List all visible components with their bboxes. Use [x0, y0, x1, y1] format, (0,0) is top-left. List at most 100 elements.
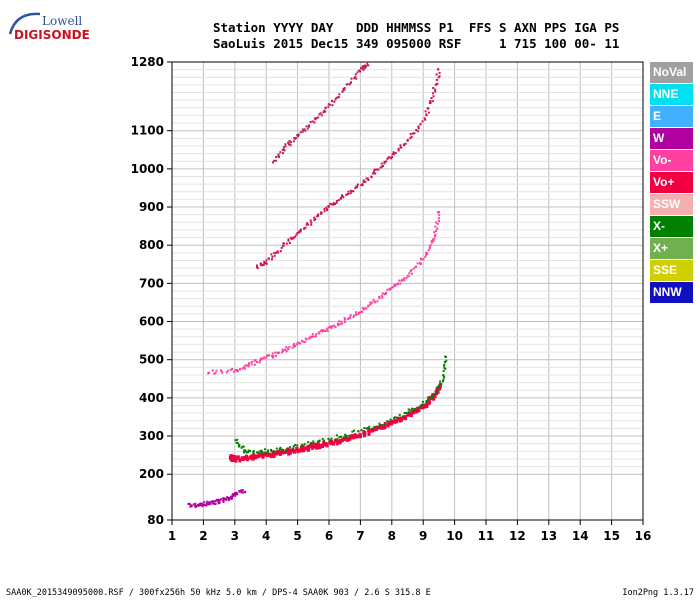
- trace-point: [425, 251, 428, 254]
- trace-point: [388, 287, 391, 290]
- trace-point: [242, 491, 245, 494]
- trace-point: [407, 408, 410, 411]
- trace-point: [394, 151, 397, 154]
- header-line-1: Station YYYY DAY DDD HHMMSS P1 FFS S AXN…: [213, 20, 620, 35]
- trace-point: [350, 77, 353, 80]
- trace-point: [316, 215, 319, 218]
- trace-point: [330, 203, 333, 206]
- trace-point: [426, 252, 429, 255]
- trace-point: [288, 345, 291, 348]
- trace-point: [381, 424, 384, 427]
- trace-point: [320, 114, 323, 117]
- trace-point: [443, 376, 446, 379]
- trace-point: [434, 90, 437, 93]
- trace-point: [349, 314, 352, 317]
- trace-point: [410, 407, 413, 410]
- trace-point: [307, 223, 310, 226]
- trace-point: [384, 291, 387, 294]
- trace-point: [340, 194, 343, 197]
- trace-point: [335, 96, 338, 99]
- trace-point: [299, 445, 303, 450]
- trace-point: [289, 236, 292, 239]
- trace-point: [445, 359, 448, 362]
- trace-point: [231, 368, 234, 371]
- trace-point: [244, 364, 247, 367]
- legend-item-vo-: Vo-: [650, 150, 693, 171]
- trace-point: [228, 455, 232, 460]
- trace-point: [403, 277, 406, 280]
- y-tick-label: 300: [139, 429, 164, 443]
- trace-point: [355, 185, 358, 188]
- trace-point: [258, 450, 261, 453]
- trace-point: [244, 490, 247, 493]
- trace-point: [229, 495, 232, 498]
- trace-point: [378, 422, 381, 425]
- trace-point: [270, 258, 273, 261]
- x-tick-label: 7: [356, 529, 364, 543]
- trace-point: [365, 307, 368, 310]
- trace-point: [397, 147, 400, 150]
- trace-point: [323, 109, 326, 112]
- trace-point: [272, 355, 275, 358]
- trace-point: [302, 340, 305, 343]
- trace-point: [370, 301, 373, 304]
- trace-point: [231, 495, 234, 498]
- trace-point: [270, 253, 273, 256]
- trace-point: [364, 307, 367, 310]
- trace-point: [294, 345, 297, 348]
- trace-point: [281, 350, 284, 353]
- trace-point: [357, 69, 360, 72]
- trace-point: [368, 425, 371, 428]
- trace-point: [305, 338, 308, 341]
- trace-point: [407, 275, 410, 278]
- trace-point: [300, 443, 303, 446]
- trace-point: [285, 350, 288, 353]
- trace-point: [247, 363, 250, 366]
- trace-point: [373, 300, 376, 303]
- trace-point: [357, 430, 360, 433]
- trace-point: [365, 65, 368, 68]
- trace-point: [289, 144, 292, 147]
- trace-point: [276, 250, 279, 253]
- trace-point: [312, 335, 315, 338]
- trace-point: [333, 100, 336, 103]
- trace-point: [325, 206, 328, 209]
- trace-point: [442, 378, 445, 381]
- trace-point: [198, 503, 201, 506]
- trace-point: [288, 450, 292, 455]
- trace-point: [268, 452, 272, 457]
- trace-point: [309, 219, 312, 222]
- trace-point: [355, 311, 358, 314]
- trace-point: [335, 440, 339, 445]
- trace-point: [402, 415, 405, 418]
- trace-point: [251, 456, 255, 461]
- trace-point: [414, 266, 417, 269]
- trace-point: [281, 152, 284, 155]
- trace-point: [437, 219, 440, 222]
- trace-point: [343, 436, 346, 439]
- trace-point: [283, 242, 286, 245]
- trace-point: [353, 433, 357, 438]
- trace-point: [340, 320, 343, 323]
- trace-point: [260, 358, 263, 361]
- trace-point: [241, 445, 244, 448]
- trace-point: [338, 93, 341, 96]
- trace-point: [349, 192, 352, 195]
- trace-point: [431, 238, 434, 241]
- trace-point: [366, 177, 369, 180]
- trace-point: [308, 337, 311, 340]
- trace-point: [373, 425, 376, 428]
- trace-point: [424, 403, 428, 408]
- y-tick-label: 1280: [131, 55, 164, 69]
- trace-point: [207, 503, 210, 506]
- trace-point: [374, 172, 377, 175]
- trace-point: [343, 321, 346, 324]
- trace-point: [283, 149, 286, 152]
- trace-point: [360, 311, 363, 314]
- trace-point: [348, 434, 351, 437]
- trace-point: [333, 438, 337, 443]
- trace-point: [391, 156, 394, 159]
- trace-point: [405, 412, 408, 415]
- trace-point: [274, 351, 277, 354]
- trace-point: [375, 168, 378, 171]
